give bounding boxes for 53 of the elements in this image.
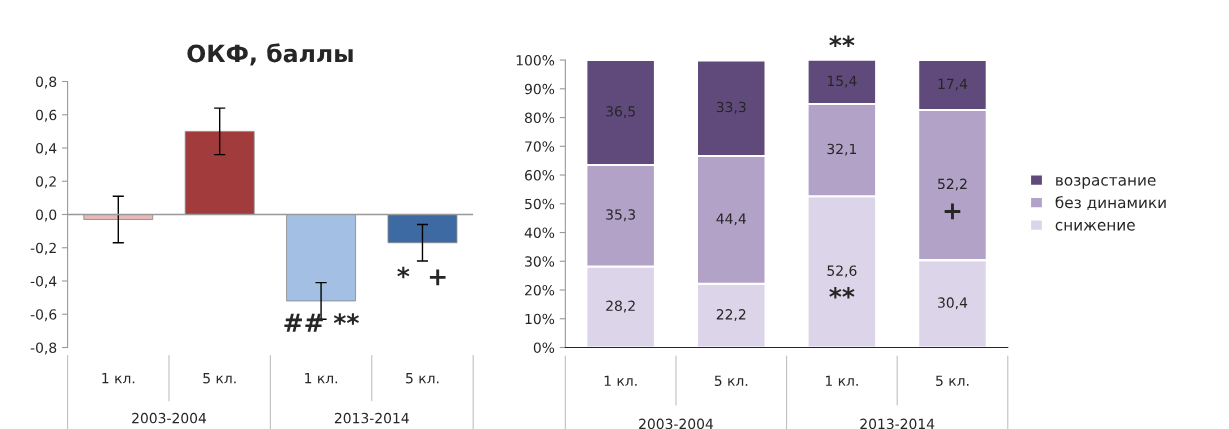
annotation: ** (829, 286, 855, 299)
annotation: + (944, 203, 961, 220)
y-tick-label: -0,2 (30, 242, 56, 255)
data-label: 44,4 (716, 213, 746, 226)
data-label: 30,4 (938, 297, 968, 310)
legend-label: возрастание (1056, 177, 1156, 189)
data-label: 52,2 (938, 178, 967, 191)
x-tick-label: 1 кл. (102, 373, 135, 384)
text: 2003-2004 (132, 412, 207, 424)
data-label: 35,3 (606, 209, 635, 222)
x-tick-label: 1 кл. (825, 375, 858, 386)
legend-label: снижение (1055, 221, 1135, 231)
y-tick-label: 0,2 (36, 176, 56, 189)
text: 2013-2014 (860, 418, 935, 429)
chart-title: ОКФ, баллы (187, 43, 353, 66)
annotation: ## ** (284, 313, 359, 332)
y-tick-label: 40% (524, 227, 555, 238)
y-tick-label: 0,8 (36, 76, 57, 89)
y-tick-label: 0,6 (36, 109, 57, 122)
x-tick-label: 5 кл. (406, 373, 439, 384)
y-tick-label: 20% (525, 284, 555, 296)
y-tick-label: 10% (525, 313, 555, 325)
text: 2013-2014 (334, 412, 409, 424)
y-tick-label: -0,6 (30, 309, 57, 322)
y-tick-label: 80% (524, 112, 555, 124)
data-label: 52,6 (827, 265, 857, 278)
data-label: 28,2 (606, 300, 635, 313)
annotation: * + (397, 266, 446, 286)
y-tick-label: 0,0 (36, 209, 57, 222)
x-tick-label: 1 кл. (604, 375, 637, 386)
data-label: 17,4 (938, 78, 968, 91)
y-tick-label: 90% (524, 83, 555, 95)
legend-label: без динамики (1055, 196, 1166, 211)
data-label: 32,1 (827, 143, 857, 156)
y-tick-label: -0,8 (30, 342, 57, 355)
data-label: 36,5 (606, 106, 635, 118)
x-tick-label: 5 кл. (714, 375, 748, 387)
text: 2003-2004 (639, 418, 714, 429)
y-tick-label: 60% (525, 170, 555, 181)
text: ** (829, 35, 855, 48)
y-tick-label: 100% (516, 55, 555, 66)
x-tick-label: 1 кл. (305, 373, 338, 384)
y-tick-label: 70% (525, 141, 555, 152)
data-label: 33,3 (716, 101, 746, 114)
x-tick-label: 5 кл. (936, 375, 969, 387)
data-label: 15,4 (827, 75, 857, 88)
y-tick-label: 50% (525, 198, 555, 210)
y-tick-label: 0% (533, 342, 555, 353)
y-tick-label: 0,4 (36, 142, 57, 155)
data-label: 22,2 (716, 309, 746, 322)
x-tick-label: 5 кл. (203, 373, 236, 384)
y-tick-label: -0,4 (30, 275, 57, 288)
y-tick-label: 30% (525, 256, 555, 267)
